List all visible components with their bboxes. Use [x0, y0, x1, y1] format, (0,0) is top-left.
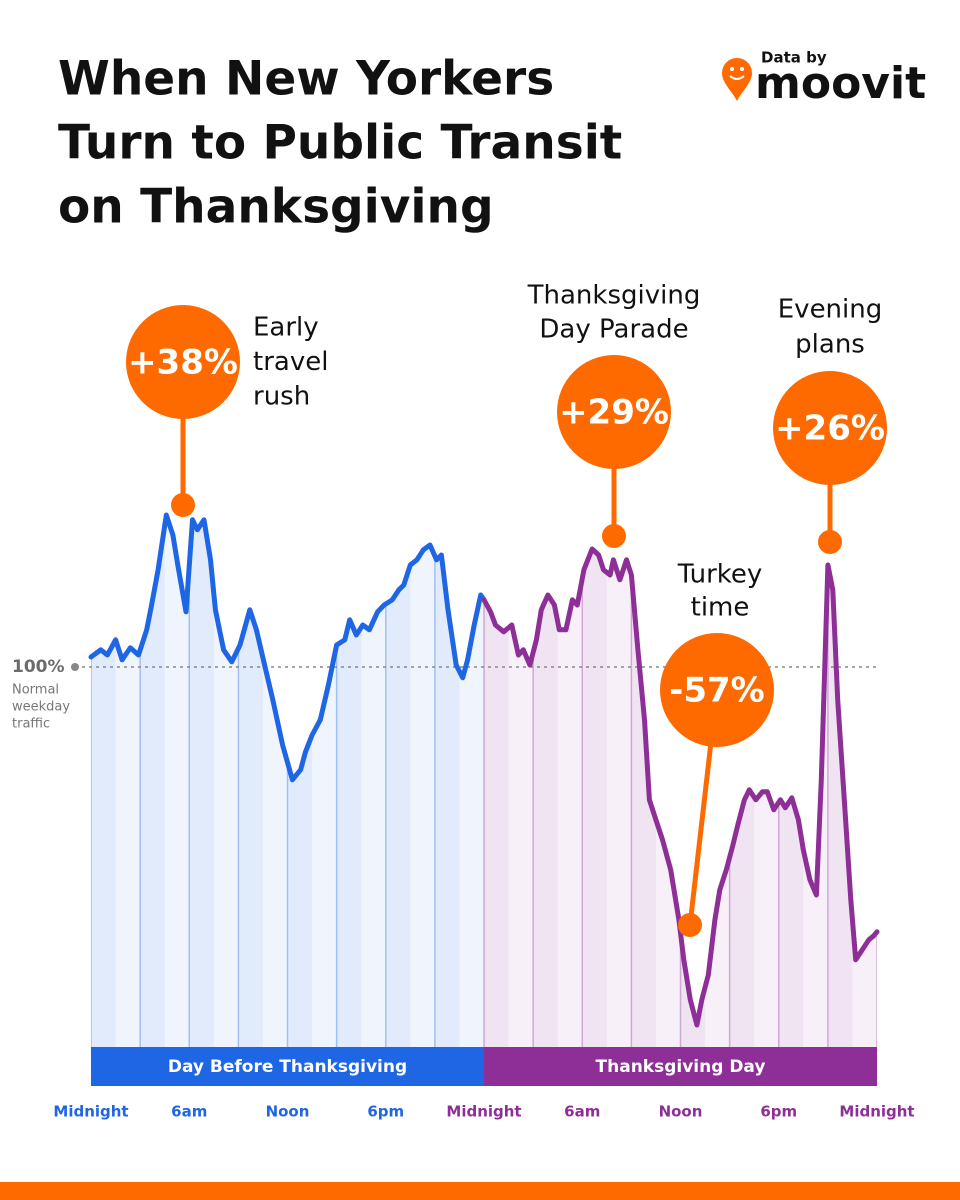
annotation-label: +29%	[559, 393, 669, 433]
footer-bar	[0, 1182, 960, 1200]
plot: 100% Normal weekday traffic Day Before Thank…	[12, 281, 915, 1121]
x-tick-label: Noon	[266, 1103, 310, 1121]
annotation-text: Turkey	[677, 560, 763, 590]
area	[91, 515, 484, 1047]
reference-dot	[71, 663, 79, 671]
annotation-text: Day Parade	[539, 315, 688, 345]
annotation-bubble	[773, 371, 887, 485]
x-tick-label: Midnight	[839, 1103, 914, 1121]
legend-label: Day Before Thanksgiving	[168, 1057, 407, 1077]
legend-band	[91, 1047, 484, 1086]
annotation-dot	[818, 530, 842, 554]
logo-smile	[729, 75, 745, 80]
x-tick-label: 6am	[171, 1103, 207, 1121]
chart-title: Turn to Public Transit	[58, 116, 622, 171]
grid-stripe	[434, 515, 460, 1047]
grid-stripe	[582, 515, 607, 1047]
legend-label: Thanksgiving Day	[596, 1057, 766, 1077]
annotation-text: time	[691, 593, 750, 623]
area	[484, 549, 877, 1047]
annotation-dot	[602, 524, 626, 548]
brand-prefix: Data by	[761, 49, 827, 67]
annotation-dot	[171, 493, 195, 517]
annotation-text: Evening	[778, 295, 883, 325]
grid-stripe	[336, 515, 362, 1047]
x-tick-label: 6am	[564, 1103, 600, 1121]
grid-stripe	[533, 515, 558, 1047]
annotation-bubble	[126, 305, 240, 419]
grid-stripe	[778, 515, 804, 1047]
annotation-text: plans	[795, 330, 865, 360]
x-tick-label: Midnight	[446, 1103, 521, 1121]
y-tick-note: weekday	[12, 700, 70, 715]
chart-title: on Thanksgiving	[58, 180, 494, 235]
annotation-label: +26%	[775, 409, 885, 449]
annotation-text: travel	[253, 347, 328, 377]
area-group	[91, 515, 877, 1047]
brand-name: moovit	[755, 58, 926, 109]
annotation-text: Early	[253, 313, 319, 343]
y-tick-note: Normal	[12, 683, 59, 698]
x-tick-label: Noon	[659, 1103, 703, 1121]
logo: Data by moovit	[722, 49, 926, 109]
grid-stripe	[385, 515, 411, 1047]
x-tick-label: 6pm	[367, 1103, 404, 1121]
annotation-text: Thanksgiving	[527, 281, 701, 311]
chart-title: When New Yorkers	[58, 52, 554, 107]
y-tick-label: 100%	[12, 657, 65, 677]
annotation-bubble	[660, 633, 774, 747]
logo-eye	[740, 67, 744, 71]
grid-stripe	[91, 515, 116, 1047]
x-tick-label: Midnight	[53, 1103, 128, 1121]
line	[88, 512, 487, 783]
grid-stripe	[484, 515, 509, 1047]
y-tick-note: traffic	[12, 717, 50, 732]
legend-band	[484, 1047, 877, 1086]
grid-stripe	[238, 515, 263, 1047]
logo-eye	[730, 67, 734, 71]
grid-stripe	[189, 515, 214, 1047]
annotation-text: rush	[253, 382, 310, 412]
annotation-label: +38%	[128, 343, 238, 383]
line	[481, 546, 880, 1028]
grid-stripe	[287, 515, 313, 1047]
annotation-label: -57%	[669, 671, 765, 711]
annotation-dot	[678, 913, 702, 937]
annotation-bubble	[557, 355, 671, 469]
x-tick-label: 6pm	[760, 1103, 797, 1121]
grid-stripe	[140, 515, 165, 1047]
